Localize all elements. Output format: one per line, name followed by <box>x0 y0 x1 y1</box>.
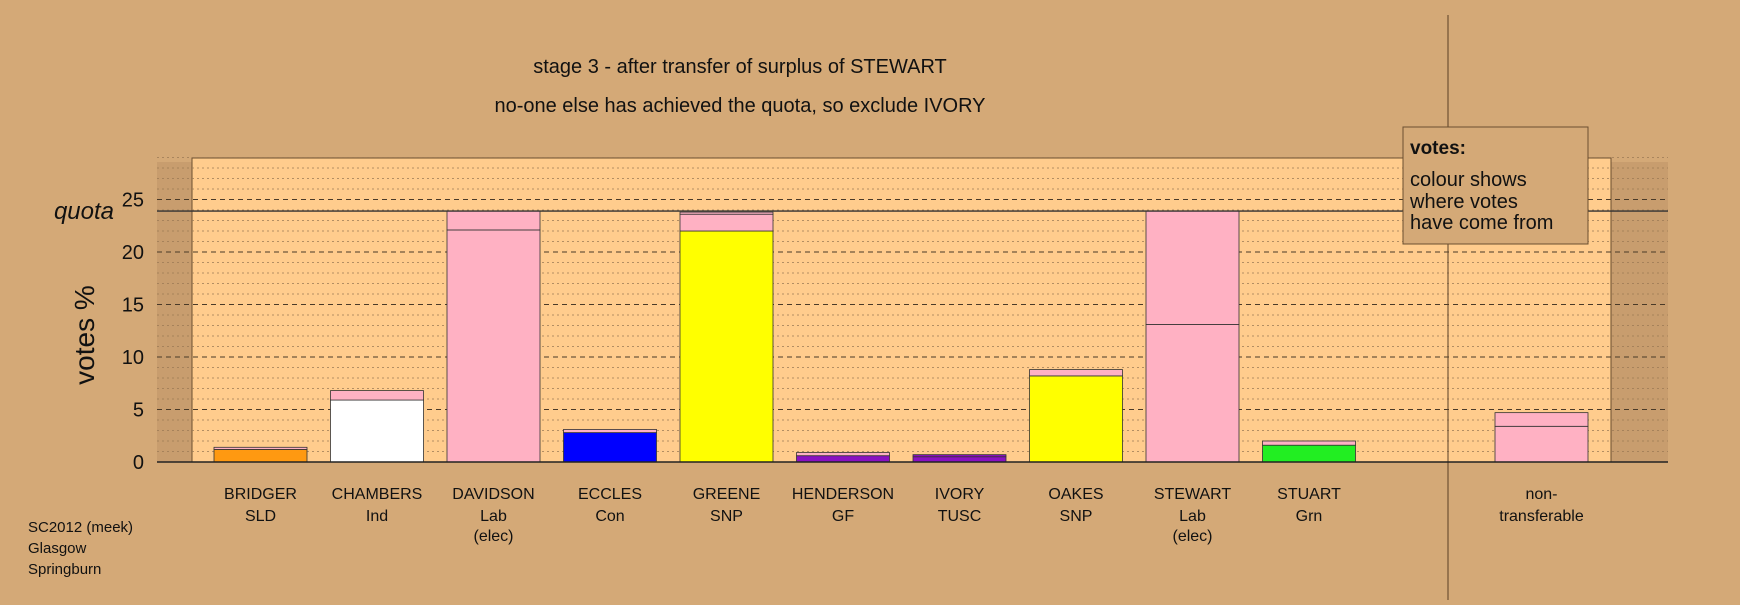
y-tick-label: 20 <box>122 242 144 264</box>
y-tick-label: 0 <box>133 452 144 474</box>
bar-segment-greene <box>679 230 774 463</box>
bar-segment-eccles <box>563 429 657 434</box>
candidate-party-label: Con <box>595 508 624 525</box>
footer-line: Glasgow <box>28 540 87 557</box>
bar-segment-chambers <box>330 390 424 401</box>
bar-segment-stuart <box>1262 444 1356 463</box>
candidate-note-label: (elec) <box>473 528 513 545</box>
candidate-party-label: TUSC <box>938 508 982 525</box>
legend-line: have come from <box>1410 212 1553 234</box>
y-tick-label: 10 <box>122 347 144 369</box>
candidate-party-label: GF <box>832 508 854 525</box>
plot-side-panel-left <box>157 162 192 462</box>
quota-label: quota <box>54 198 114 225</box>
plot-side-panel-right <box>1611 162 1668 462</box>
legend-title: votes: <box>1410 138 1466 159</box>
candidate-party-label: Ind <box>366 508 388 525</box>
bar-segment-henderson <box>796 455 890 463</box>
nontransferable-label: non- <box>1525 486 1557 503</box>
chart-title: stage 3 - after transfer of surplus of S… <box>533 56 947 78</box>
bar-segment-nontransferable <box>1494 425 1589 463</box>
bar-segment-davidson <box>446 210 541 231</box>
bar-segment-davidson <box>446 229 541 463</box>
bar-segment-nontransferable <box>1494 412 1589 427</box>
candidate-note-label: (elec) <box>1172 528 1212 545</box>
candidate-name-label: BRIDGER <box>224 486 297 503</box>
bar-segment-ivory <box>912 456 1007 463</box>
legend: votes: colour shows where votes have com… <box>1402 126 1589 245</box>
bar-segment-oakes <box>1029 375 1123 463</box>
legend-line: where votes <box>1409 191 1518 213</box>
candidate-name-label: STEWART <box>1154 486 1232 503</box>
bar-segment-eccles <box>563 432 657 463</box>
candidate-name-label: OAKES <box>1048 486 1103 503</box>
bar-segment-stewart <box>1145 210 1240 325</box>
candidate-name-label: STUART <box>1277 486 1341 503</box>
bar-segment-ivory <box>912 454 1007 458</box>
y-axis: 0 5 10 15 20 25 <box>122 190 144 475</box>
footer-line: Springburn <box>28 561 101 578</box>
candidate-party-label: Lab <box>480 508 507 525</box>
footer-note: SC2012 (meek) Glasgow Springburn <box>28 519 133 578</box>
candidate-party-label: Grn <box>1296 508 1323 525</box>
bar-segment-greene <box>679 211 774 215</box>
bars <box>213 210 1589 463</box>
candidate-party-label: SLD <box>245 508 276 525</box>
candidate-name-label: ECCLES <box>578 486 642 503</box>
bar-segment-henderson <box>796 452 890 457</box>
candidate-name-label: HENDERSON <box>792 486 894 503</box>
plot-area <box>191 157 1612 463</box>
y-tick-label: 25 <box>122 190 144 212</box>
bar-segment-bridger <box>213 446 308 450</box>
footer-line: SC2012 (meek) <box>28 519 133 536</box>
bar-segment-stewart <box>1145 324 1240 463</box>
y-tick-label: 5 <box>133 400 144 422</box>
bar-segment-stuart <box>1262 440 1356 446</box>
bar-segment-chambers <box>330 399 424 463</box>
bar-segment-bridger <box>213 448 308 463</box>
candidate-name-label: CHAMBERS <box>332 486 423 503</box>
candidate-name-label: IVORY <box>935 486 985 503</box>
candidate-party-label: SNP <box>1060 508 1093 525</box>
y-axis-label: votes % <box>69 285 100 385</box>
legend-line: colour shows <box>1410 169 1527 191</box>
candidate-name-label: GREENE <box>693 486 761 503</box>
candidate-party-label: Lab <box>1179 508 1206 525</box>
chart-subtitle: no-one else has achieved the quota, so e… <box>494 95 985 117</box>
candidate-party-label: SNP <box>710 508 743 525</box>
y-tick-label: 15 <box>122 295 144 317</box>
candidate-name-label: DAVIDSON <box>452 486 534 503</box>
nontransferable-label: transferable <box>1499 508 1584 525</box>
bar-segment-greene <box>679 213 774 232</box>
x-axis-labels: BRIDGER SLD CHAMBERS Ind DAVIDSON Lab (elec) EC… <box>224 486 1584 545</box>
bar-segment-oakes <box>1029 369 1123 377</box>
legend-box <box>1402 126 1589 245</box>
